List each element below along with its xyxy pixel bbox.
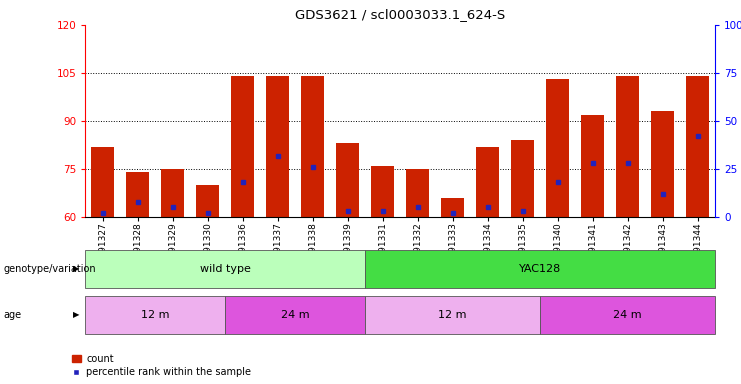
Bar: [617, 76, 639, 217]
Bar: [511, 140, 534, 217]
Bar: [91, 147, 114, 217]
Bar: [231, 76, 254, 217]
Bar: [651, 111, 674, 217]
Text: 12 m: 12 m: [141, 310, 170, 320]
Text: age: age: [4, 310, 21, 320]
Bar: [546, 79, 569, 217]
Text: 24 m: 24 m: [614, 310, 642, 320]
Text: YAC128: YAC128: [519, 264, 561, 274]
Bar: [476, 147, 499, 217]
Text: ▶: ▶: [73, 264, 79, 273]
Text: wild type: wild type: [200, 264, 250, 274]
Bar: [686, 76, 709, 217]
Legend: count, percentile rank within the sample: count, percentile rank within the sample: [72, 354, 251, 377]
Bar: [162, 169, 184, 217]
Text: genotype/variation: genotype/variation: [4, 264, 96, 274]
Bar: [406, 169, 429, 217]
Bar: [302, 76, 324, 217]
Bar: [126, 172, 149, 217]
Title: GDS3621 / scl0003033.1_624-S: GDS3621 / scl0003033.1_624-S: [295, 8, 505, 21]
Text: 12 m: 12 m: [439, 310, 467, 320]
Bar: [336, 143, 359, 217]
Bar: [266, 76, 289, 217]
Text: ▶: ▶: [73, 310, 79, 319]
Bar: [196, 185, 219, 217]
Bar: [371, 166, 394, 217]
Bar: [441, 198, 464, 217]
Text: 24 m: 24 m: [281, 310, 310, 320]
Bar: [581, 114, 604, 217]
